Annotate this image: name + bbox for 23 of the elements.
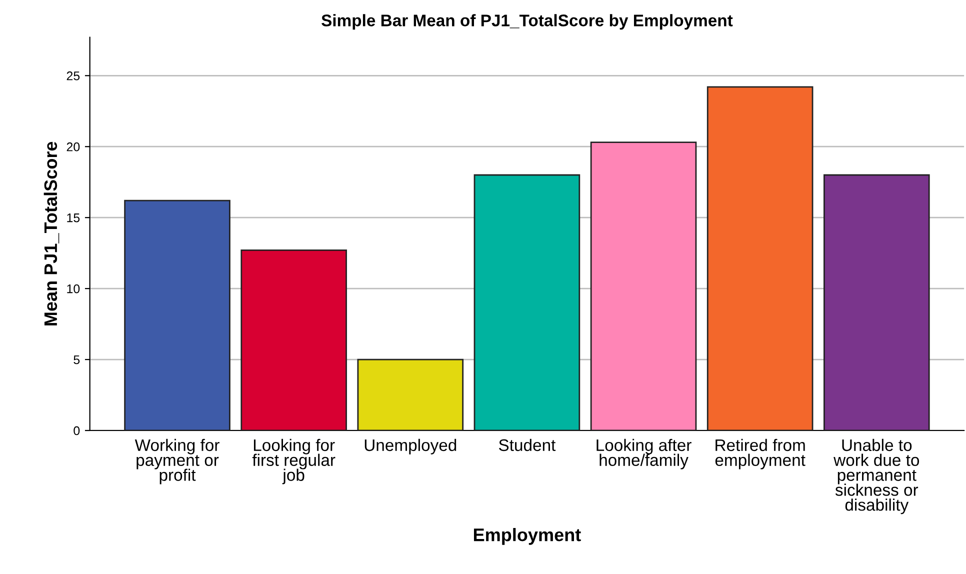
x-tick-label: Student: [498, 438, 556, 452]
x-tick-label: Retired from employment: [715, 438, 806, 470]
y-tick-label: 10: [67, 284, 80, 294]
y-axis-title: Mean PJ1_TotalScore: [44, 142, 60, 326]
bar: [706, 86, 814, 430]
y-tick-label: 5: [74, 355, 80, 364]
bar: [590, 142, 697, 430]
y-tick-label: 25: [66, 71, 80, 80]
bar: [357, 358, 464, 430]
x-axis-title: Employment: [474, 528, 581, 545]
chart-title: Simple Bar Mean of PJ1_TotalScore by Employment: [322, 14, 733, 30]
y-tick-label: 0: [74, 426, 80, 436]
bar: [124, 200, 230, 430]
y-tick-label: 20: [66, 142, 80, 152]
x-tick-label: Looking after home/family: [596, 438, 692, 470]
bar: [823, 174, 930, 430]
x-tick-label: Working for payment or profit: [134, 438, 220, 484]
x-tick-label: Unable to work due to permanent sickness or disability: [834, 438, 920, 514]
x-tick-label: Unemployed: [364, 438, 456, 454]
x-tick-label: Looking for first regular job: [252, 438, 336, 484]
y-tick-label: 15: [67, 214, 80, 222]
bar: [240, 250, 347, 430]
bar: [474, 174, 580, 430]
